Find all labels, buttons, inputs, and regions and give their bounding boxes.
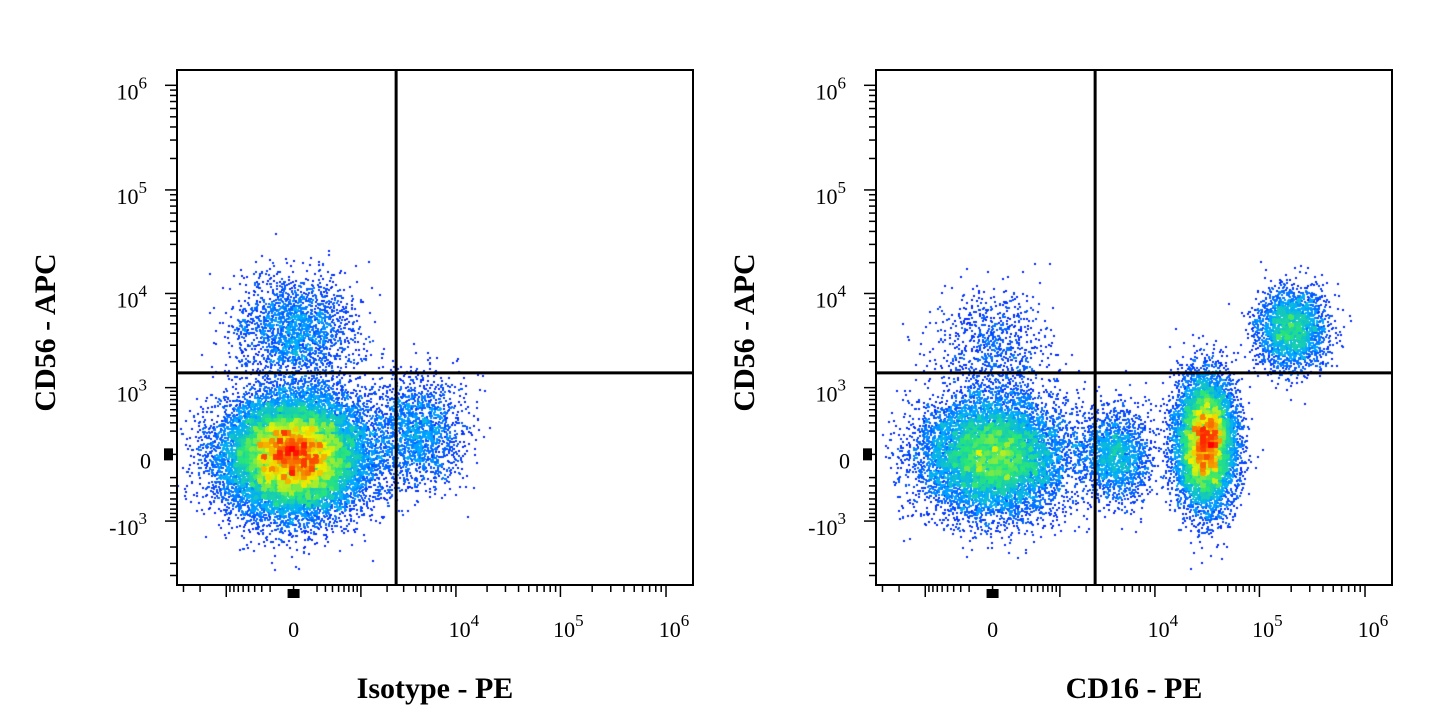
cd16-plot-panel: 0 104 105 106 106 105 104 103 0 -103 CD16 - PE CD56… (728, 69, 1393, 705)
x-tick-label: 106 (659, 611, 690, 642)
y-tick-label: 0 (839, 448, 850, 473)
y-tick-label: 106 (816, 73, 847, 104)
y-tick-label: 104 (117, 281, 148, 312)
x-tick-label: 0 (288, 617, 299, 642)
x-axis-title: Isotype - PE (357, 672, 514, 705)
x-tick-label: 104 (1148, 611, 1179, 642)
x-zero-marker (287, 589, 300, 598)
isotype-plot-panel: 0 104 105 106 106 105 104 103 0 -103 Isotype - PE C… (29, 69, 694, 705)
y-tick-label: 103 (816, 376, 847, 407)
y-tick-label: 105 (816, 178, 847, 209)
event-density-dots (876, 70, 1392, 585)
y-zero-marker (863, 448, 872, 461)
y-tick-label: -103 (808, 509, 846, 540)
plot-frame (176, 69, 694, 586)
x-tick-label: 104 (449, 611, 480, 642)
x-zero-marker (986, 589, 999, 598)
y-zero-marker (164, 448, 173, 461)
y-axis-title: CD56 - APC (29, 253, 62, 411)
y-tick-label: 104 (816, 281, 847, 312)
y-tick-label: 106 (117, 73, 148, 104)
y-tick-label: 0 (140, 448, 151, 473)
x-tick-label: 0 (987, 617, 998, 642)
y-tick-label: 105 (117, 178, 148, 209)
y-tick-label: 103 (117, 376, 148, 407)
x-tick-label: 106 (1358, 611, 1389, 642)
x-tick-label: 105 (1252, 611, 1283, 642)
y-axis-title: CD56 - APC (728, 253, 761, 411)
y-tick-label: -103 (109, 509, 147, 540)
x-axis-title: CD16 - PE (1066, 672, 1203, 705)
plot-frame (875, 69, 1393, 586)
event-density-dots (177, 70, 693, 585)
x-tick-label: 105 (553, 611, 584, 642)
